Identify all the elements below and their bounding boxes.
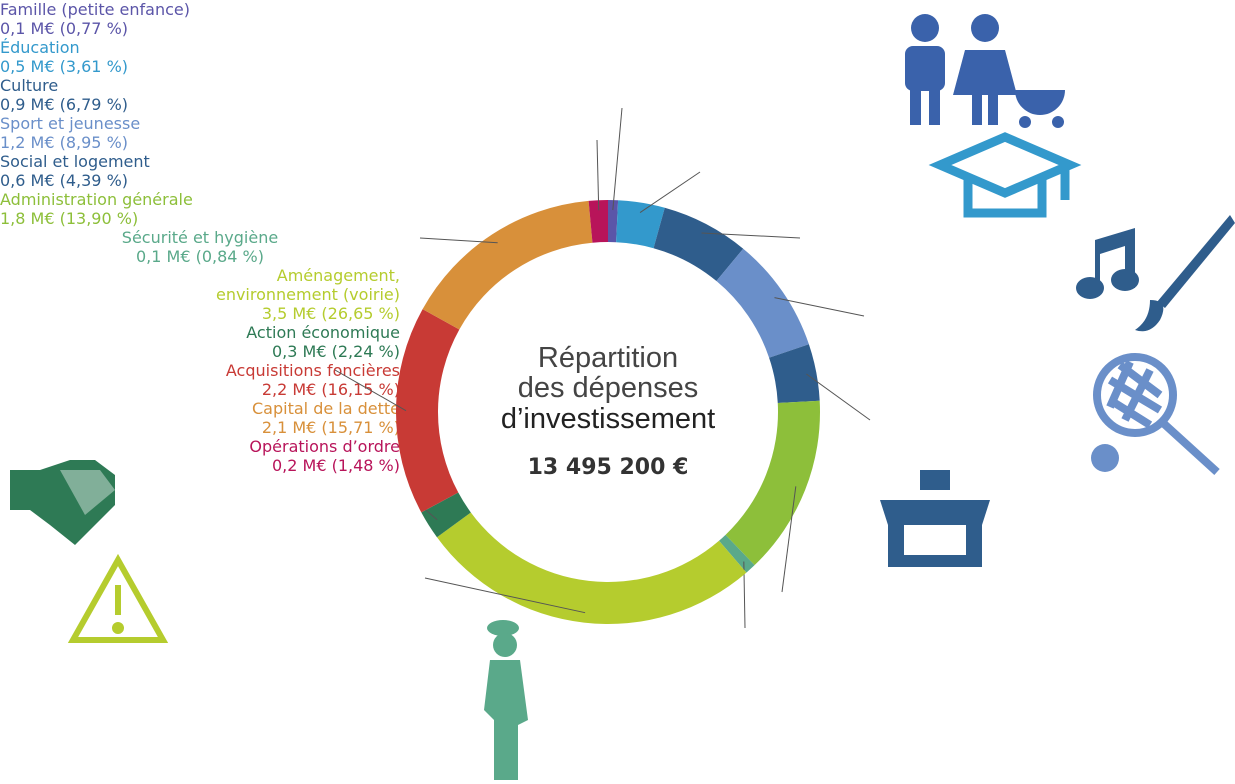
category-label: Famille (petite enfance) — [0, 0, 190, 19]
leader-line — [701, 232, 801, 239]
amount-label: 0,3 M€ — [271, 342, 327, 361]
amount-label: 0,1 M€ — [0, 19, 55, 38]
category-label: Capital de la dette — [252, 399, 400, 418]
percent-label: (4,39 %) — [59, 171, 129, 190]
donut-slice — [422, 200, 593, 330]
slice-label: Administration générale 1,8 M€ (13,90 %) — [0, 190, 400, 228]
donut-slice — [725, 400, 820, 566]
slice-label: Opérations d’ordre 0,2 M€ (1,48 %) — [0, 437, 400, 475]
slice-label: Sport et jeunesse 1,2 M€ (8,95 %) — [0, 114, 400, 152]
donut-slice — [718, 534, 755, 573]
value-row: 0,6 M€ (4,39 %) — [0, 171, 400, 190]
percent-label: (16,15 %) — [321, 380, 400, 399]
percent-label: (1,48 %) — [331, 456, 400, 475]
category-label: Sport et jeunesse — [0, 114, 141, 133]
category-label: Action économique — [246, 323, 400, 342]
category-label: Aménagement, environnement (voirie) — [215, 266, 400, 304]
icon-family — [905, 14, 1065, 128]
category-label: Éducation — [0, 38, 80, 57]
amount-label: 0,2 M€ — [271, 456, 327, 475]
donut-slice — [588, 200, 608, 243]
leader-line — [612, 107, 623, 211]
title-line: Répartition — [537, 342, 679, 374]
donut-slice — [616, 200, 665, 249]
value-row: 2,2 M€ (16,15 %) — [0, 380, 400, 399]
amount-label: 0,5 M€ — [0, 57, 55, 76]
category-label: Administration générale — [0, 190, 193, 209]
slice-label: Famille (petite enfance) 0,1 M€ (0,77 %) — [0, 0, 400, 38]
percent-label: (26,65 %) — [321, 304, 400, 323]
percent-label: (0,77 %) — [59, 19, 129, 38]
amount-label: 2,2 M€ — [261, 380, 317, 399]
percent-label: (3,61 %) — [59, 57, 129, 76]
percent-label: (13,90 %) — [59, 209, 139, 228]
category-label: Social et logement — [0, 152, 150, 171]
percent-label: (6,79 %) — [59, 95, 129, 114]
icon-education — [928, 132, 1082, 218]
donut-slice — [653, 207, 744, 282]
amount-label: 1,2 M€ — [0, 133, 55, 152]
icon-culture — [1076, 215, 1235, 332]
leader-line — [774, 297, 865, 317]
percent-label: (15,71 %) — [321, 418, 400, 437]
category-label: Culture — [0, 76, 59, 95]
leader-line — [639, 171, 701, 213]
amount-label: 0,6 M€ — [0, 171, 55, 190]
value-row: 0,5 M€ (3,61 %) — [0, 57, 400, 76]
icon-warning — [67, 553, 169, 643]
center-title: Répartition des dépenses d’investissemen… — [458, 343, 758, 435]
category-label: Acquisitions foncières — [225, 361, 400, 380]
percent-label: (2,24 %) — [331, 342, 400, 361]
value-row: 1,2 M€ (8,95 %) — [0, 133, 400, 152]
amount-label: 0,9 M€ — [0, 95, 55, 114]
slice-label: Culture 0,9 M€ (6,79 %) — [0, 76, 400, 114]
icon-housing — [880, 470, 990, 567]
leader-line — [334, 369, 407, 412]
title-line: d’investissement — [500, 403, 716, 435]
slice-label: Aménagement, environnement (voirie) 3,5 M… — [0, 266, 400, 323]
amount-label: 2,1 M€ — [261, 418, 317, 437]
leader-line — [781, 486, 797, 593]
value-row: 0,3 M€ (2,24 %) — [0, 342, 400, 361]
donut-slice — [716, 248, 809, 358]
donut-slice — [608, 200, 619, 243]
amount-label: 3,5 M€ — [261, 304, 317, 323]
value-row: 3,5 M€ (26,65 %) — [0, 304, 400, 323]
value-row: 2,1 M€ (15,71 %) — [0, 418, 400, 437]
leader-line — [424, 577, 586, 614]
leader-line — [596, 139, 600, 211]
value-row: 0,9 M€ (6,79 %) — [0, 95, 400, 114]
donut-slice — [421, 492, 471, 538]
slice-label: Social et logement 0,6 M€ (4,39 %) — [0, 152, 400, 190]
value-row: 0,1 M€ (0,84 %) — [0, 247, 400, 266]
donut-slice — [436, 512, 747, 624]
total: 13 495 200 € — [527, 455, 689, 480]
percent-label: (8,95 %) — [59, 133, 129, 152]
slice-label: Éducation 0,5 M€ (3,61 %) — [0, 38, 400, 76]
title-line: des dépenses — [517, 372, 699, 404]
category-label: Sécurité et hygiène — [121, 228, 279, 247]
value-row: 0,2 M€ (1,48 %) — [0, 456, 400, 475]
value-row: 0,1 M€ (0,77 %) — [0, 19, 400, 38]
donut-slice — [395, 309, 460, 513]
slice-label: Action économique 0,3 M€ (2,24 %) — [0, 323, 400, 361]
icon-handshake — [10, 460, 115, 545]
leader-line — [419, 237, 498, 244]
amount-label: 1,8 M€ — [0, 209, 55, 228]
donut-slice — [769, 344, 820, 403]
icon-police — [484, 620, 528, 780]
slice-label: Sécurité et hygiène 0,1 M€ (0,84 %) — [0, 228, 400, 266]
percent-label: (0,84 %) — [195, 247, 264, 266]
category-label: Opérations d’ordre — [249, 437, 400, 456]
amount-label: 0,1 M€ — [135, 247, 191, 266]
icon-sport — [1091, 353, 1220, 475]
leader-line — [806, 373, 871, 421]
value-row: 1,8 M€ (13,90 %) — [0, 209, 400, 228]
slice-label: Acquisitions foncières 2,2 M€ (16,15 %) — [0, 361, 400, 399]
slice-label: Capital de la dette 2,1 M€ (15,71 %) — [0, 399, 400, 437]
